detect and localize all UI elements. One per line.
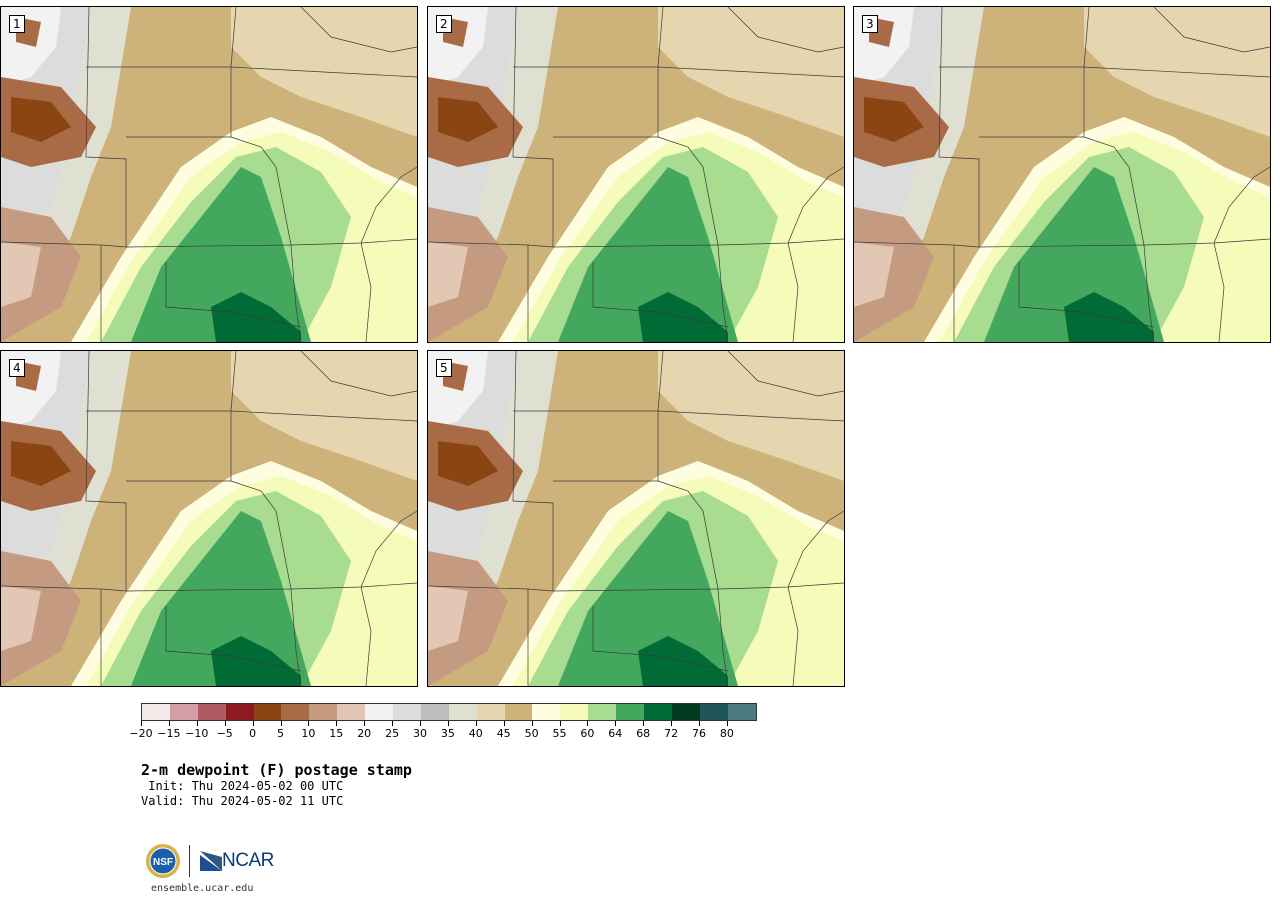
panel-number-label: 1 (9, 15, 25, 33)
colorbar-tick-labels: −20 −15 −10 −5 0 5 10 15 20 25 30 35 40 45 50 55 60 64 68 7… (129, 727, 757, 741)
map-panel-1: 1 (0, 6, 418, 343)
colorbar-tick (503, 721, 505, 726)
colorbar-swatch (253, 704, 282, 720)
logo-separator (189, 845, 190, 877)
colorbar-swatch (197, 704, 226, 720)
panel-number-label: 3 (862, 15, 878, 33)
colorbar-tick (252, 721, 254, 726)
colorbar-tick (336, 721, 338, 726)
dewpoint-map-2 (428, 7, 844, 342)
dewpoint-map-1 (1, 7, 417, 342)
map-panel-5: 5 (427, 350, 845, 687)
colorbar-tick (364, 721, 366, 726)
colorbar-tick-label: 25 (385, 727, 400, 740)
colorbar-tick-label: 40 (468, 727, 483, 740)
colorbar-swatch (281, 704, 310, 720)
dewpoint-map-5 (428, 351, 844, 686)
map-panel-3: 3 (853, 6, 1271, 343)
colorbar-swatch (644, 704, 672, 720)
nsf-logo-icon: NSF (146, 844, 180, 878)
colorbar-tick (392, 721, 394, 726)
title-block: 2-m dewpoint (F) postage stamp Init: Thu… (141, 761, 412, 809)
colorbar (141, 703, 757, 721)
colorbar-tick-label: 5 (277, 727, 284, 740)
colorbar-swatch (616, 704, 645, 720)
colorbar-tick-marks (141, 721, 757, 726)
colorbar-tick-label: 76 (692, 727, 706, 740)
colorbar-tick (168, 721, 170, 726)
colorbar-tick-label: −20 (129, 727, 153, 740)
colorbar-tick-label: 10 (301, 727, 316, 740)
colorbar-tick-label: 45 (496, 727, 511, 740)
panel-number-label: 2 (436, 15, 452, 33)
colorbar-swatch (504, 704, 533, 720)
colorbar-swatch (448, 704, 477, 720)
colorbar-tick-label: 35 (440, 727, 455, 740)
panel-number-label: 5 (436, 359, 452, 377)
colorbar-tick-label: 55 (552, 727, 567, 740)
colorbar-tick-label: 80 (719, 727, 734, 740)
colorbar-swatch (727, 704, 756, 720)
colorbar-tick-label: 50 (524, 727, 539, 740)
colorbar-tick-label: 72 (664, 727, 679, 740)
colorbar-swatch (476, 704, 505, 720)
colorbar-tick (559, 721, 561, 726)
map-panel-4: 4 (0, 350, 418, 687)
colorbar-tick-label: 15 (329, 727, 344, 740)
colorbar-swatch (142, 704, 170, 720)
colorbar-swatch (699, 704, 728, 720)
colorbar-tick-label: 68 (636, 727, 651, 740)
colorbar-swatch (393, 704, 421, 720)
colorbar-tick (420, 721, 421, 726)
colorbar-tick (280, 721, 282, 726)
init-time: Init: Thu 2024-05-02 00 UTC (141, 779, 344, 793)
colorbar-tick (308, 721, 310, 726)
map-panel-2: 2 (427, 6, 845, 343)
panel-number-label: 4 (9, 359, 25, 377)
colorbar-swatch (532, 704, 561, 720)
colorbar-tick (475, 721, 477, 726)
colorbar-tick (699, 721, 700, 726)
colorbar-swatch (169, 704, 198, 720)
valid-time: Valid: Thu 2024-05-02 11 UTC (141, 794, 344, 808)
colorbar-tick (196, 721, 198, 726)
colorbar-swatch (365, 704, 394, 720)
colorbar-tick-label: −10 (185, 727, 209, 740)
colorbar-tick-label: 30 (413, 727, 427, 740)
colorbar-swatch (560, 704, 589, 720)
colorbar-swatch (588, 704, 617, 720)
colorbar-tick-label: −15 (157, 727, 181, 740)
colorbar-tick-label: −5 (216, 727, 233, 740)
colorbar-tick-label: 60 (580, 727, 595, 740)
colorbar-tick (615, 721, 617, 726)
colorbar-tick-label: 20 (357, 727, 372, 740)
figure-title: 2-m dewpoint (F) postage stamp (141, 761, 412, 779)
colorbar-swatch (225, 704, 254, 720)
ncar-logo-text: NCAR (222, 850, 274, 871)
site-url: ensemble.ucar.edu (151, 883, 254, 894)
nsf-logo-text: NSF (153, 857, 173, 868)
logos: NSF NCAR (145, 843, 274, 879)
colorbar-tick (531, 721, 533, 726)
dewpoint-map-4 (1, 351, 417, 686)
colorbar-tick-label: 0 (249, 727, 257, 740)
colorbar-tick (671, 721, 673, 726)
colorbar-tick (726, 721, 728, 726)
colorbar-tick (447, 721, 449, 726)
colorbar-tick (643, 721, 645, 726)
colorbar-tick (141, 721, 142, 726)
colorbar-swatch (337, 704, 366, 720)
colorbar-swatch (420, 704, 449, 720)
colorbar-swatch (671, 704, 700, 720)
colorbar-tick (587, 721, 589, 726)
colorbar-swatch (309, 704, 338, 720)
colorbar-tick (224, 721, 226, 726)
ncar-logo-icon (200, 851, 222, 871)
colorbar-tick-label: 64 (608, 727, 623, 740)
dewpoint-map-3 (854, 7, 1270, 342)
